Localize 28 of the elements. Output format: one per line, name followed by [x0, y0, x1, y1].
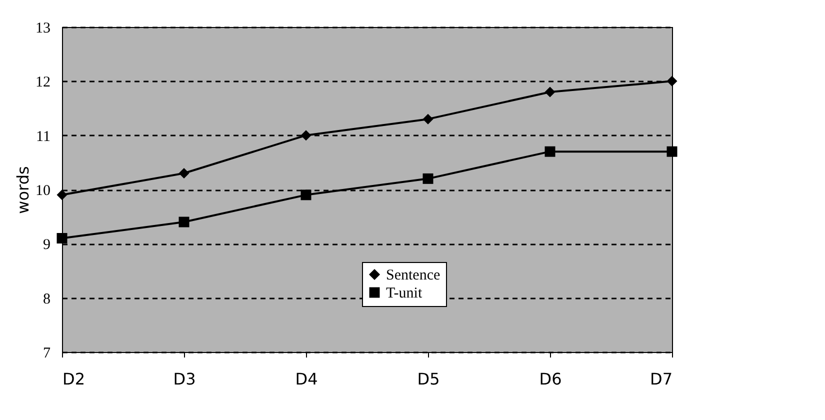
x-tick-label: D5 [417, 370, 440, 388]
point [544, 146, 556, 157]
y-tick-label: 11 [36, 128, 50, 145]
point [56, 190, 68, 200]
legend-label: T-unit [386, 286, 423, 302]
x-tick-label: D7 [650, 370, 672, 388]
point [422, 114, 434, 124]
x-tick-label: D4 [295, 370, 318, 388]
point [178, 216, 190, 228]
x-tick-label: D3 [173, 370, 196, 388]
x-tick-label: D6 [539, 370, 562, 388]
y-tick-label: 8 [43, 291, 50, 308]
point [178, 168, 190, 178]
point [666, 146, 678, 157]
y-tick-label: 10 [36, 183, 50, 199]
y-tick-label: 7 [43, 346, 51, 362]
point [300, 130, 312, 141]
y-axis-title: words [14, 166, 32, 214]
y-tick-label: 9 [43, 237, 50, 254]
legend-label: Sentence [386, 268, 440, 284]
point [666, 76, 678, 86]
x-tick-label: D2 [62, 370, 85, 388]
y-tick-label: 13 [36, 20, 50, 36]
point [300, 190, 312, 200]
y-tick-label: 12 [36, 74, 50, 91]
point [422, 173, 434, 184]
point [56, 233, 68, 244]
point [544, 86, 556, 98]
